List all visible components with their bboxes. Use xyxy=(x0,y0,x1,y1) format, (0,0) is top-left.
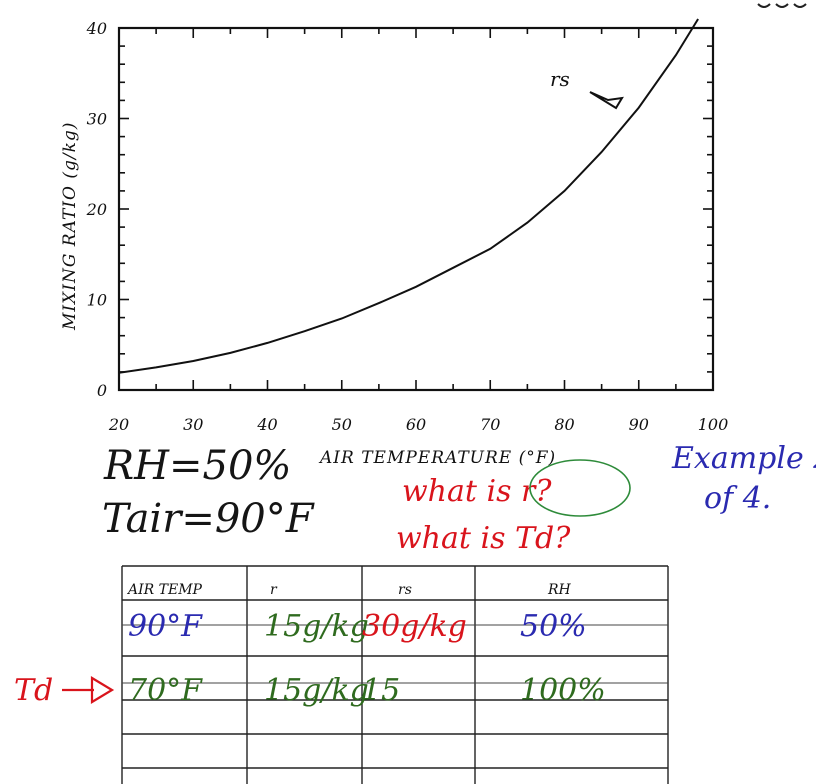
y-tick-label: 30 xyxy=(87,110,107,129)
x-tick-label: 50 xyxy=(332,415,352,434)
y-tick-labels: 0 10 20 30 40 xyxy=(86,19,107,400)
td-pointer-label: Td xyxy=(14,673,53,708)
x-tick-label: 30 xyxy=(183,415,203,434)
table-cell: 90°F xyxy=(128,609,203,644)
x-tick-label: 100 xyxy=(698,415,729,434)
x-tick-label: 40 xyxy=(256,415,277,434)
td-pointer-arrow-icon xyxy=(62,676,115,704)
table-cell: 70°F xyxy=(128,673,203,708)
table-header-cell: RH xyxy=(547,582,572,598)
table-grid xyxy=(121,565,669,784)
x-tick-label: 60 xyxy=(406,415,426,434)
x-axis-title: AIR TEMPERATURE (°F) xyxy=(318,448,556,468)
x-tick-label: 90 xyxy=(629,415,649,434)
mixing-ratio-chart: 20 30 40 50 60 70 80 90 100 0 10 20 30 40 rs MIXING … xyxy=(60,18,728,468)
circle-around-r xyxy=(529,459,631,517)
table-cell: 15 xyxy=(362,673,400,708)
x-tick-label: 20 xyxy=(108,415,129,434)
table-cell: 15g/kg xyxy=(264,673,369,708)
curve-label-arrow-icon xyxy=(589,91,624,110)
x-tick-labels: 20 30 40 50 60 70 80 90 100 xyxy=(108,415,728,434)
note-question-td: what is Td? xyxy=(396,521,571,556)
table-header-cell: AIR TEMP xyxy=(126,582,203,598)
y-tick-label: 20 xyxy=(86,200,107,219)
x-axis-ticks xyxy=(118,28,714,390)
table-cell: 30g/kg xyxy=(362,609,467,644)
table-cell: 100% xyxy=(520,673,606,708)
y-tick-label: 40 xyxy=(86,19,107,38)
note-rh: RH=50% xyxy=(103,443,291,489)
table-header-cell: rs xyxy=(398,582,412,598)
y-axis-ticks xyxy=(119,27,713,391)
note-example-of: of 4. xyxy=(704,481,771,516)
table-header-cell: r xyxy=(270,582,278,598)
y-axis-title: MIXING RATIO (g/kg) xyxy=(60,122,80,331)
table-cell: 50% xyxy=(520,609,587,644)
note-tair: Tair=90°F xyxy=(102,496,315,542)
note-question-r: what is r? xyxy=(402,474,552,509)
series-line-rs xyxy=(118,18,699,374)
x-tick-label: 80 xyxy=(554,415,574,434)
note-example: Example 2 xyxy=(671,441,816,476)
corner-scribble xyxy=(757,3,807,8)
y-tick-label: 0 xyxy=(97,381,107,400)
plot-frame xyxy=(117,26,715,392)
table-cell: 15g/kg xyxy=(264,609,369,644)
y-tick-label: 10 xyxy=(87,291,107,310)
x-tick-label: 70 xyxy=(480,415,500,434)
curve-label-rs: rs xyxy=(550,67,570,91)
